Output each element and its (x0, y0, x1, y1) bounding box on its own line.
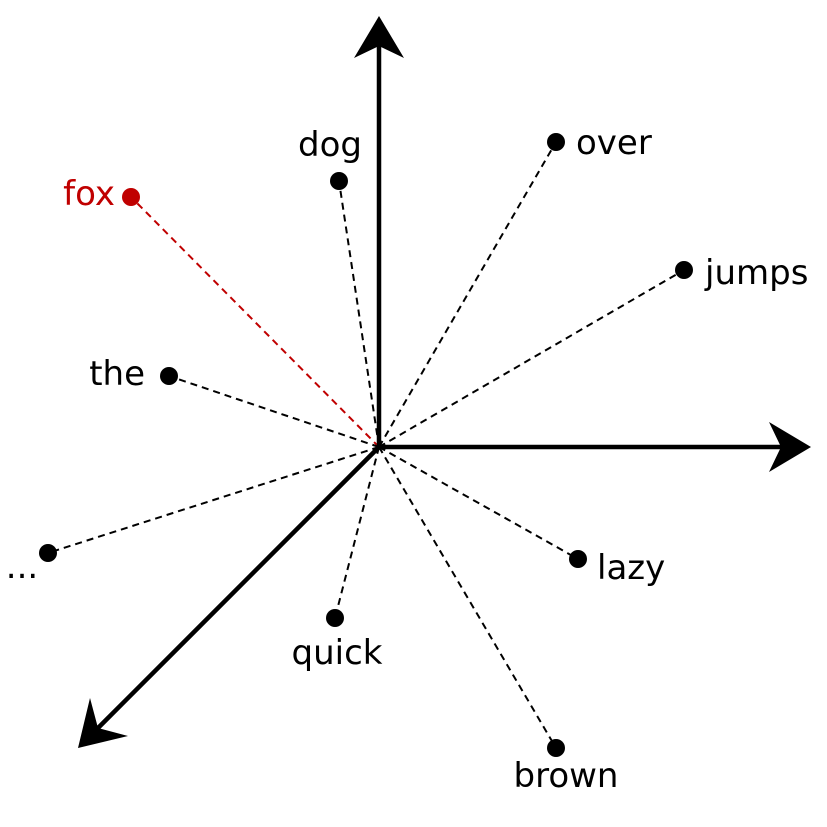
label-quick: quick (292, 633, 383, 673)
label-fox: fox (63, 174, 115, 214)
ray-fox (130, 196, 380, 448)
point-brown (547, 739, 565, 757)
x-axis-arrowhead (769, 422, 811, 472)
point-dog (330, 172, 348, 190)
label-brown: brown (514, 756, 619, 796)
z-axis-arrowhead (78, 698, 128, 748)
point-lazy (569, 550, 587, 568)
word-points (39, 133, 693, 757)
ray-jumps (378, 269, 685, 448)
point-more (39, 544, 57, 562)
y-axis-arrowhead (354, 16, 404, 58)
ray-more (47, 446, 380, 554)
vector-rays (47, 141, 685, 749)
label-lazy: lazy (597, 548, 665, 588)
label-more: ... (6, 547, 38, 587)
ray-lazy (378, 446, 579, 560)
point-fox (122, 188, 140, 206)
label-jumps: jumps (704, 253, 808, 293)
ray-quick (334, 446, 380, 619)
label-dog: dog (298, 125, 362, 165)
ray-over (378, 141, 557, 448)
word-labels: fox dog over jumps the... lazy quick brown (6, 123, 809, 796)
point-quick (326, 609, 344, 627)
z-axis (95, 444, 382, 731)
point-the (160, 367, 178, 385)
ray-the (168, 375, 380, 448)
ray-dog (338, 180, 380, 448)
point-over (547, 133, 565, 151)
ray-brown (378, 446, 557, 749)
label-over: over (576, 123, 652, 163)
coordinate-axes (78, 16, 811, 748)
point-jumps (675, 261, 693, 279)
label-the: the (89, 354, 145, 394)
